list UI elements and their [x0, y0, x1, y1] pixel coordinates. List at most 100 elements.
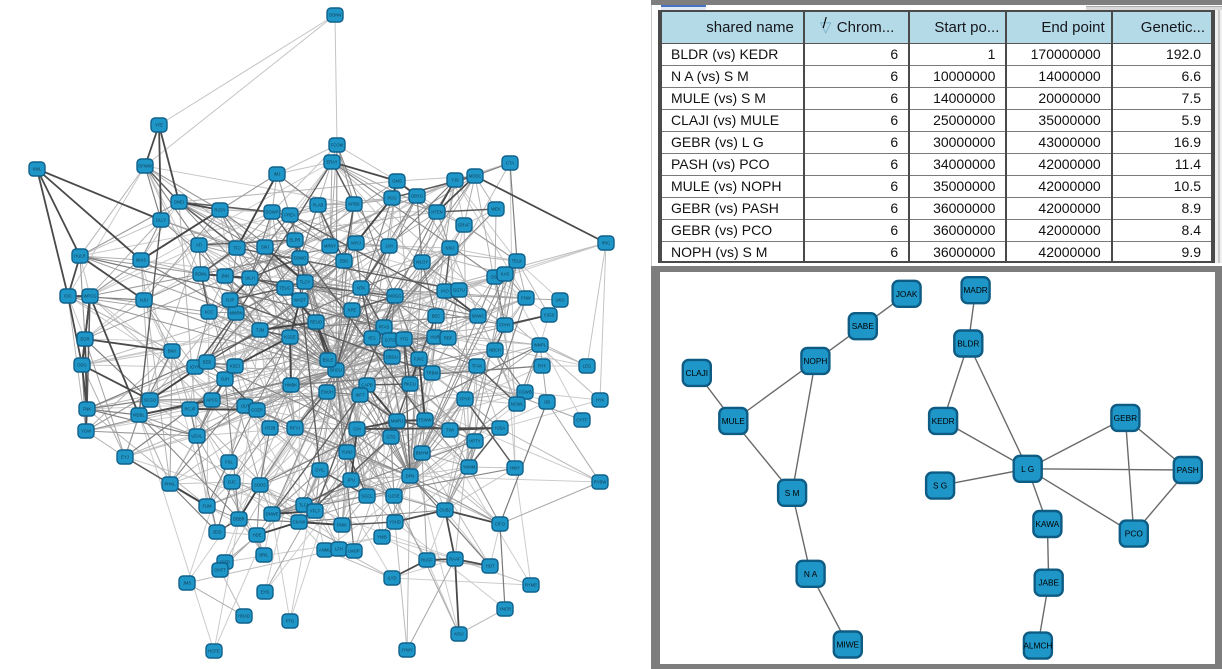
svg-text:NTEN: NTEN	[431, 210, 442, 215]
svg-text:GMS: GMS	[392, 179, 402, 184]
svg-text:OHFT: OHFT	[214, 568, 226, 573]
svg-text:ELPR: ELPR	[290, 238, 301, 243]
svg-text:EGR: EGR	[80, 337, 89, 342]
svg-text:S G: S G	[933, 481, 947, 491]
svg-text:OUBJ: OUBJ	[439, 508, 450, 513]
svg-text:ERAY: ERAY	[326, 160, 337, 165]
svg-text:SCGO: SCGO	[144, 398, 157, 403]
svg-text:KML: KML	[33, 167, 42, 172]
svg-text:OYTF: OYTF	[576, 418, 588, 423]
svg-text:JOAK: JOAK	[896, 289, 918, 299]
svg-text:DYIL: DYIL	[315, 468, 325, 473]
svg-text:BLDR: BLDR	[957, 339, 979, 349]
svg-text:NJU: NJU	[140, 298, 148, 303]
svg-text:HMBK: HMBK	[285, 383, 297, 388]
svg-text:HJSA: HJSA	[495, 426, 506, 431]
svg-text:HULR: HULR	[74, 254, 85, 259]
svg-text:FPHY: FPHY	[499, 323, 510, 328]
svg-text:RYME: RYME	[525, 583, 537, 588]
svg-text:IOC: IOC	[64, 294, 71, 299]
svg-text:ILYD: ILYD	[388, 576, 397, 581]
svg-text:CAPB: CAPB	[361, 383, 373, 388]
svg-text:DNEI: DNEI	[174, 200, 184, 205]
svg-text:OFWW: OFWW	[138, 164, 152, 169]
svg-text:IKFT: IKFT	[355, 393, 365, 398]
svg-text:CKAW: CKAW	[293, 520, 305, 525]
svg-text:UKO: UKO	[555, 298, 565, 303]
svg-text:SABE: SABE	[852, 321, 875, 331]
svg-text:HWY: HWY	[510, 466, 520, 471]
svg-text:ATI: ATI	[196, 243, 202, 248]
svg-text:BHCU: BHCU	[330, 368, 342, 373]
svg-text:RYBW: RYBW	[594, 480, 607, 485]
svg-text:YNCR: YNCR	[499, 607, 511, 612]
svg-text:DOWP: DOWP	[265, 210, 278, 215]
svg-text:OONN: OONN	[329, 13, 342, 18]
svg-text:BBBR: BBBR	[233, 517, 244, 522]
svg-text:FNK: FNK	[83, 407, 92, 412]
svg-text:PFAS: PFAS	[379, 325, 390, 330]
svg-text:YJS: YJS	[451, 178, 459, 183]
svg-text:BNH: BNH	[168, 349, 177, 354]
svg-text:HDE: HDE	[253, 533, 262, 538]
svg-text:FKL: FKL	[225, 460, 233, 465]
svg-text:KCC: KCC	[205, 310, 214, 315]
svg-text:KOIJ: KOIJ	[454, 632, 463, 637]
svg-text:KSEJ: KSEJ	[230, 364, 240, 369]
svg-text:DBGU: DBGU	[386, 355, 398, 360]
svg-text:YJGS: YJGS	[544, 313, 555, 318]
svg-text:WLOY: WLOY	[416, 260, 429, 265]
svg-text:FUM: FUM	[202, 504, 212, 509]
svg-text:WADT: WADT	[294, 298, 307, 303]
svg-text:YSHD: YSHD	[389, 520, 401, 525]
svg-text:SIKI: SIKI	[261, 245, 269, 250]
svg-text:SGCL: SGCL	[361, 494, 373, 499]
svg-text:SNWC: SNWC	[472, 314, 485, 319]
svg-text:NTK: NTK	[357, 286, 366, 291]
svg-text:DPN: DPN	[406, 474, 415, 479]
svg-text:IMJ: IMJ	[274, 172, 281, 177]
svg-text:BMYM: BMYM	[416, 451, 429, 456]
svg-text:HDAD: HDAD	[238, 614, 250, 619]
svg-text:N A: N A	[804, 569, 818, 579]
svg-text:BRIL: BRIL	[259, 553, 269, 558]
svg-text:DLLY: DLLY	[156, 218, 166, 223]
svg-text:TRBM: TRBM	[426, 371, 438, 376]
svg-text:SODS: SODS	[254, 483, 266, 488]
svg-text:KAS: KAS	[501, 272, 510, 277]
svg-text:KPE: KPE	[348, 308, 357, 313]
svg-text:OSY: OSY	[491, 275, 500, 280]
svg-text:YTG: YTG	[400, 337, 409, 342]
svg-text:BEC: BEC	[432, 314, 441, 319]
svg-text:GGTU: GGTU	[453, 288, 465, 293]
svg-text:YGW: YGW	[81, 429, 91, 434]
svg-text:WEK: WEK	[491, 207, 501, 212]
svg-text:IHO: IHO	[441, 289, 449, 294]
svg-text:RKCU: RKCU	[404, 382, 416, 387]
svg-text:CGWB: CGWB	[518, 390, 531, 395]
svg-text:PCG: PCG	[387, 196, 396, 201]
svg-text:TWI: TWI	[446, 428, 454, 433]
svg-text:GEBR: GEBR	[1114, 413, 1138, 423]
svg-text:TELK: TELK	[512, 259, 523, 264]
svg-text:MOGG: MOGG	[388, 294, 401, 299]
svg-text:MIYJ: MIYJ	[351, 241, 361, 246]
svg-text:YWB: YWB	[377, 535, 387, 540]
svg-text:NCWL: NCWL	[511, 402, 524, 407]
svg-text:RBF: RBF	[444, 336, 453, 341]
svg-text:MULE: MULE	[722, 416, 746, 426]
svg-text:UMJP: UMJP	[348, 549, 360, 554]
svg-text:OJH: OJH	[221, 377, 229, 382]
svg-text:TLCY: TLCY	[300, 280, 311, 285]
svg-text:PHKL: PHKL	[165, 482, 177, 487]
svg-text:JNN: JNN	[221, 274, 229, 279]
svg-text:JPU: JPU	[347, 478, 355, 483]
svg-text:PASH: PASH	[1177, 465, 1199, 475]
svg-text:PCO: PCO	[1125, 529, 1144, 539]
svg-text:GRAF: GRAF	[458, 223, 470, 228]
svg-text:MODC: MODC	[469, 174, 482, 179]
svg-text:KAWA: KAWA	[1035, 519, 1059, 529]
svg-text:MDBL: MDBL	[133, 413, 145, 418]
svg-text:WPCG: WPCG	[83, 294, 96, 299]
svg-text:NBCH: NBCH	[489, 348, 501, 353]
